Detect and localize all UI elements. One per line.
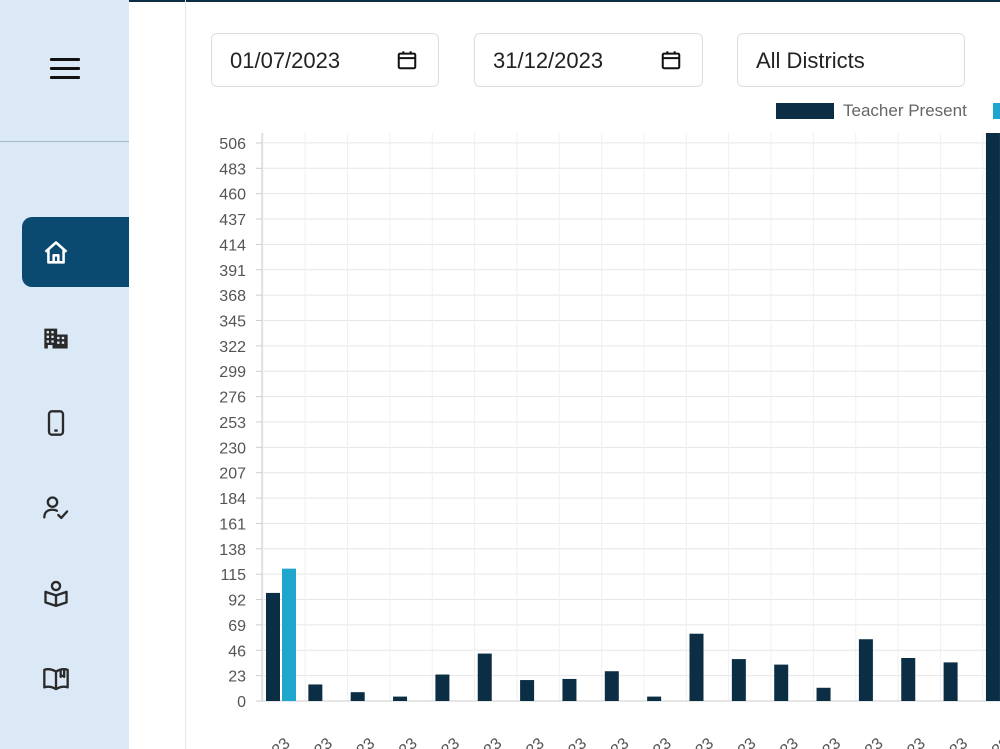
sidebar-divider <box>0 141 129 142</box>
user-check-icon <box>43 496 69 520</box>
bar-teacher-present <box>520 680 535 701</box>
x-tick-label: 2023 <box>382 735 420 749</box>
bar-teacher-present <box>562 678 577 701</box>
bar-teacher-present <box>350 692 365 701</box>
bar-teacher-present <box>774 664 789 701</box>
open-book-icon <box>43 668 69 691</box>
bar-teacher-present <box>308 684 323 701</box>
bar-teacher-present <box>985 133 1000 701</box>
mobile-phone-icon <box>47 410 65 436</box>
x-tick-label: 2023 <box>340 735 378 749</box>
bar-second-series <box>282 568 296 701</box>
content-divider <box>185 0 186 749</box>
legend-swatch-second-series[interactable] <box>993 103 1000 119</box>
bar-teacher-present <box>816 687 831 701</box>
sidebar-item-devices[interactable] <box>22 387 129 457</box>
x-tick-label: 2023 <box>806 735 844 749</box>
start-date-input[interactable]: 01/07/2023 <box>211 33 439 87</box>
x-tick-label: 2023 <box>848 735 886 749</box>
x-tick-label: 2023 <box>679 735 717 749</box>
calendar-icon[interactable] <box>660 49 682 71</box>
x-tick-label: 2023 <box>509 735 547 749</box>
legend-label-teacher-present[interactable]: Teacher Present <box>843 101 967 120</box>
y-tick-label: 437 <box>219 212 246 229</box>
y-tick-label: 483 <box>219 161 246 178</box>
x-tick-label: 2023 <box>552 735 590 749</box>
district-select-value: All Districts <box>756 48 865 73</box>
sidebar-item-schools[interactable] <box>22 302 129 372</box>
y-tick-label: 115 <box>220 567 246 584</box>
y-tick-label: 207 <box>219 466 246 483</box>
sidebar-item-attendance[interactable] <box>22 472 129 542</box>
x-tick-label: 2023 <box>425 735 463 749</box>
y-tick-label: 414 <box>219 237 246 254</box>
end-date-value: 31/12/2023 <box>493 48 604 73</box>
y-tick-label: 253 <box>219 415 246 432</box>
bar-teacher-present <box>858 639 873 701</box>
y-tick-label: 0 <box>237 694 246 711</box>
x-tick-label: 2023 <box>255 735 293 749</box>
top-border <box>0 0 1000 2</box>
bar-teacher-present <box>689 633 704 701</box>
district-select[interactable]: All Districts <box>737 33 965 87</box>
x-tick-label: 2023 <box>721 735 759 749</box>
y-tick-label: 345 <box>219 313 246 330</box>
bar-teacher-present <box>393 696 408 701</box>
y-tick-label: 391 <box>219 263 246 280</box>
end-date-input[interactable]: 31/12/2023 <box>474 33 703 87</box>
sidebar-item-library[interactable] <box>22 642 129 712</box>
home-icon <box>44 241 68 264</box>
y-tick-label: 23 <box>228 669 246 686</box>
x-tick-label: 2023 <box>975 735 1000 749</box>
sidebar-item-learning[interactable] <box>22 557 129 627</box>
y-tick-label: 230 <box>219 440 246 457</box>
bar-teacher-present <box>435 674 450 701</box>
x-tick-label: 2023 <box>298 735 336 749</box>
sidebar <box>0 0 129 749</box>
bar-teacher-present <box>604 671 619 701</box>
y-tick-label: 368 <box>219 288 246 305</box>
y-tick-label: 69 <box>228 618 246 635</box>
x-tick-label: 2023 <box>594 735 632 749</box>
school-book-icon <box>44 580 68 607</box>
calendar-icon[interactable] <box>396 49 418 71</box>
building-icon <box>44 328 68 349</box>
x-tick-label: 2023 <box>933 735 971 749</box>
attendance-bar-chart: 0 23 46 69 92 115 138 161 184 207 230 253 276 299 322 3… <box>219 133 1000 749</box>
bar-teacher-present <box>731 659 746 701</box>
y-tick-label: 299 <box>219 364 246 381</box>
hamburger-menu-icon[interactable] <box>50 58 80 80</box>
sidebar-item-home[interactable] <box>22 217 129 287</box>
x-tick-label: 2023 <box>891 735 929 749</box>
y-tick-label: 138 <box>219 542 246 559</box>
y-tick-label: 92 <box>228 593 246 610</box>
y-tick-label: 46 <box>228 643 246 660</box>
x-tick-label: 2023 <box>467 735 505 749</box>
bar-teacher-present <box>266 592 280 701</box>
legend-swatch-teacher-present[interactable] <box>776 103 834 119</box>
start-date-value: 01/07/2023 <box>230 48 341 73</box>
y-tick-label: 276 <box>219 390 246 407</box>
y-tick-label: 506 <box>219 136 246 153</box>
x-tick-label: 2023 <box>764 735 802 749</box>
bar-teacher-present <box>943 662 958 701</box>
bar-teacher-present <box>477 653 492 701</box>
y-tick-label: 460 <box>219 187 246 204</box>
y-tick-label: 184 <box>219 491 246 508</box>
y-tick-label: 322 <box>219 339 246 356</box>
x-tick-label: 2023 <box>637 735 675 749</box>
y-tick-label: 161 <box>219 516 246 533</box>
bar-teacher-present <box>901 657 916 701</box>
bar-teacher-present <box>647 696 662 701</box>
